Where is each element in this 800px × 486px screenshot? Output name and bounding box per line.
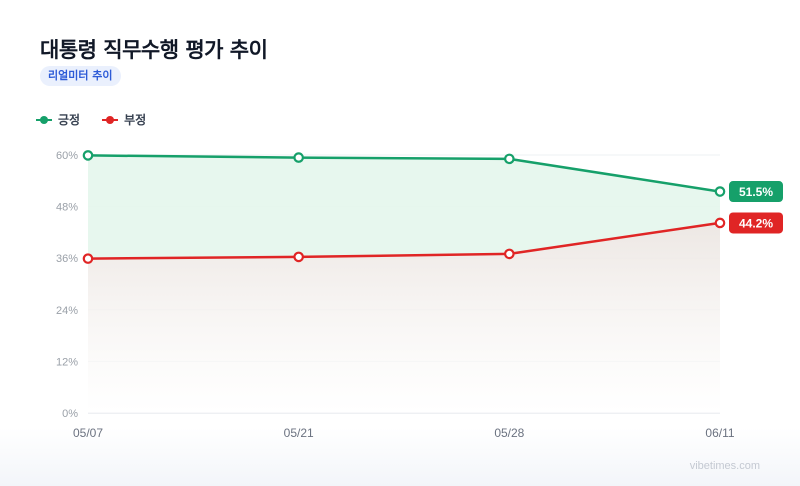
y-tick-label-48: 48% bbox=[56, 202, 78, 214]
y-tick-label-0: 0% bbox=[62, 408, 78, 420]
x-tick-label-05-21: 05/21 bbox=[284, 426, 314, 440]
y-tick-label-60: 60% bbox=[56, 150, 78, 162]
series-line-negative bbox=[86, 221, 722, 260]
end-label-box-positive bbox=[729, 181, 783, 203]
end-label-positive: 51.5% bbox=[739, 185, 773, 199]
data-point-negative-3 bbox=[714, 217, 726, 229]
y-tick-label-12: 12% bbox=[56, 356, 78, 368]
data-point-positive-1 bbox=[293, 152, 304, 163]
legend: 긍정 부정 bbox=[36, 111, 168, 128]
legend-swatch-positive bbox=[36, 115, 52, 125]
data-point-positive-3 bbox=[714, 186, 726, 197]
legend-item-positive[interactable]: 긍정 bbox=[36, 111, 80, 128]
x-tick-label-06-11: 06/11 bbox=[705, 426, 734, 440]
end-label-negative: 44.2% bbox=[739, 216, 773, 230]
y-tick-label-24: 24% bbox=[56, 305, 78, 317]
data-point-positive-0 bbox=[82, 150, 94, 161]
watermark: vibetimes.com bbox=[689, 460, 760, 472]
series-line-positive bbox=[86, 154, 722, 193]
x-tick-label-05-07: 05/07 bbox=[73, 426, 103, 440]
legend-item-negative[interactable]: 부정 bbox=[102, 111, 146, 128]
area-positive bbox=[88, 155, 720, 259]
y-tick-label-36: 36% bbox=[56, 253, 78, 265]
legend-label-positive: 긍정 bbox=[58, 113, 81, 127]
legend-label-negative: 부정 bbox=[124, 113, 147, 127]
data-point-negative-1 bbox=[293, 251, 304, 263]
chart-title: 대통령 직무수행 평가 추이 bbox=[40, 38, 268, 62]
x-tick-label-05-28: 05/28 bbox=[494, 426, 524, 440]
legend-swatch-negative bbox=[102, 115, 119, 125]
end-label-box-negative bbox=[729, 212, 783, 234]
data-point-negative-0 bbox=[82, 253, 94, 264]
data-point-positive-2 bbox=[504, 153, 515, 165]
data-point-negative-2 bbox=[504, 248, 515, 260]
area-negative bbox=[88, 222, 720, 413]
source-badge: 리얼미터 추이 bbox=[40, 66, 121, 86]
